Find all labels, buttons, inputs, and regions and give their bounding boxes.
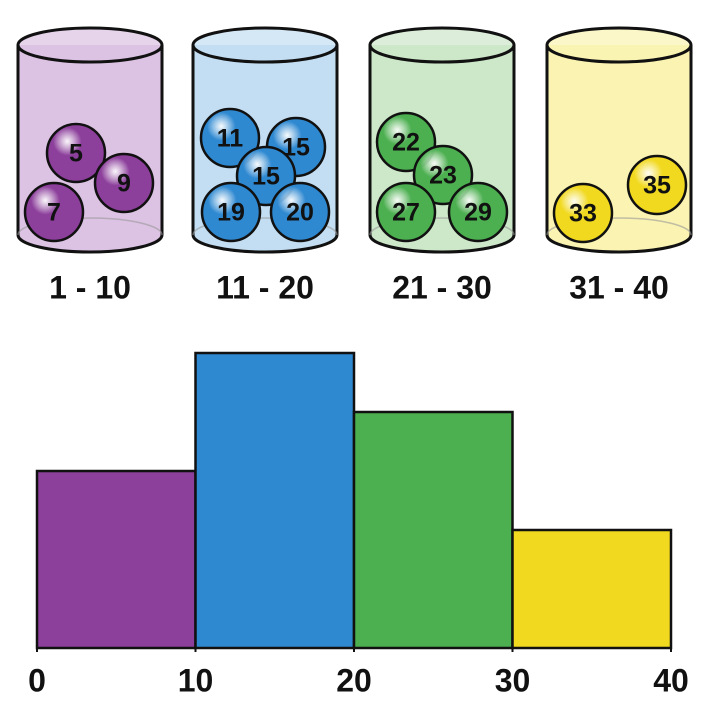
- ball-number: 22: [392, 129, 420, 157]
- cylinder-top: [368, 26, 516, 64]
- ball-number: 11: [217, 125, 244, 153]
- group-label: 31 - 40: [569, 269, 669, 305]
- ball: [552, 182, 614, 244]
- cylinder-top: [191, 26, 339, 64]
- ball-number: 15: [252, 163, 280, 191]
- ball-number: 35: [643, 172, 671, 200]
- bar: [352, 410, 514, 650]
- cylinder-floor: [369, 217, 515, 236]
- cylinder-floor: [17, 217, 163, 236]
- x-tick-label: 20: [336, 662, 372, 698]
- bar: [35, 469, 197, 650]
- ball-number: 23: [429, 162, 457, 190]
- bar: [511, 528, 673, 650]
- ball-number: 19: [217, 199, 245, 227]
- cylinder-top: [545, 26, 693, 64]
- ball-number: 9: [117, 170, 131, 198]
- cylinder-floor: [192, 217, 338, 236]
- ball: [375, 181, 437, 243]
- bar: [194, 351, 356, 650]
- ball: [45, 122, 107, 184]
- ball-number: 33: [569, 200, 597, 228]
- ball-number: 29: [464, 199, 492, 227]
- cylinder-top: [16, 26, 164, 64]
- x-tick-label: 40: [653, 662, 689, 698]
- ball: [269, 181, 331, 243]
- ball-number: 7: [47, 199, 61, 227]
- cylinder-floor: [546, 217, 692, 236]
- ball: [23, 181, 85, 243]
- group-label: 1 - 10: [49, 269, 131, 305]
- ball-number: 20: [286, 199, 314, 227]
- group-label: 11 - 20: [216, 269, 314, 305]
- ball: [199, 107, 261, 169]
- group-label: 21 - 30: [392, 269, 492, 305]
- ball: [93, 152, 155, 214]
- x-tick-label: 10: [178, 662, 214, 698]
- ball: [200, 181, 262, 243]
- ball: [412, 144, 474, 206]
- x-tick-label: 30: [495, 662, 531, 698]
- x-tick-label: 0: [28, 662, 46, 698]
- ball-number: 5: [69, 140, 83, 168]
- ball: [626, 154, 688, 216]
- ball: [447, 181, 509, 243]
- ball-number: 27: [392, 199, 420, 227]
